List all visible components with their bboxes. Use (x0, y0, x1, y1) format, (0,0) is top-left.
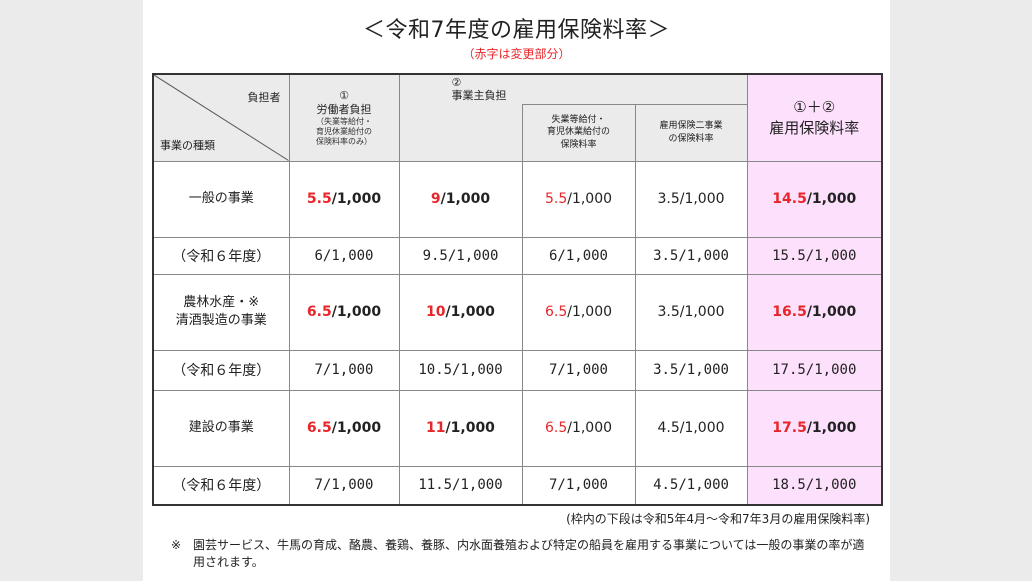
table-row: 建設の事業 6.5/1,000 11/1,000 6.5/1,000 4.5/1… (152, 389, 883, 467)
prev-two-projects-rate: 3.5/1,000 (634, 236, 748, 275)
total-label: 雇用保険料率 (769, 118, 860, 137)
prev-unemployment-rate: 7/1,000 (521, 349, 636, 391)
prev-worker-rate: 7/1,000 (288, 349, 400, 391)
worker-rate: 5.5/1,000 (288, 160, 400, 238)
table-row: 一般の事業 5.5/1,000 9/1,000 5.5/1,000 3.5/1,… (152, 160, 883, 238)
total-rate: 17.5/1,000 (746, 389, 883, 467)
category-cell: 建設の事業 (152, 389, 290, 467)
employer-num: ② (451, 75, 462, 89)
two-line-2: の保険料率 (668, 133, 714, 144)
prev-worker-rate: 6/1,000 (288, 236, 400, 275)
employer-label: 事業主負担 (451, 89, 507, 103)
unemp-line-1: 失業等給付・ (551, 115, 606, 126)
unemployment-rate: 5.5/1,000 (521, 160, 636, 238)
unemployment-header: 失業等給付・ 育児休業給付の 保険料率 (521, 103, 636, 162)
total-rate: 16.5/1,000 (746, 273, 883, 351)
employer-rate: 9/1,000 (398, 160, 523, 238)
diagonal-header-cell: 負担者 事業の種類 (152, 73, 290, 162)
table-row: 農林水産・※ 清酒製造の事業 6.5/1,000 10/1,000 6.5/1,… (152, 273, 883, 351)
prev-total-rate: 15.5/1,000 (746, 236, 883, 275)
two-projects-rate: 4.5/1,000 (634, 389, 748, 467)
employer-rate: 11/1,000 (398, 389, 523, 467)
prev-two-projects-rate: 4.5/1,000 (634, 465, 748, 506)
prev-total-rate: 18.5/1,000 (746, 465, 883, 506)
previous-year-label: （令和６年度） (152, 349, 290, 391)
employer-header: ② 事業主負担 (398, 73, 748, 104)
prev-two-projects-rate: 3.5/1,000 (634, 349, 748, 391)
prev-employer-rate: 10.5/1,000 (398, 349, 523, 391)
two-projects-rate: 3.5/1,000 (634, 160, 748, 238)
worker-note-2: 育児休業給付の (316, 126, 372, 136)
employer-sub-blank (398, 104, 523, 162)
total-rate: 14.5/1,000 (746, 160, 883, 238)
page-subtitle: （赤字は変更部分） (462, 47, 571, 61)
prev-employer-rate: 9.5/1,000 (398, 236, 523, 275)
rates-table: 負担者 事業の種類 ① 労働者負担 （失業等給付・ 育児休業給付の 保険料率のみ… (152, 73, 883, 506)
footnote-mark: ※ (171, 538, 182, 552)
prev-worker-rate: 7/1,000 (288, 465, 400, 506)
employer-rate: 10/1,000 (398, 273, 523, 351)
category-name: 建設の事業 (188, 420, 254, 436)
worker-header: ① 労働者負担 （失業等給付・ 育児休業給付の 保険料率のみ） (288, 73, 400, 162)
worker-rate: 6.5/1,000 (288, 273, 400, 351)
two-line-1: 雇用保険二事業 (659, 121, 723, 132)
category-cell: 農林水産・※ 清酒製造の事業 (152, 273, 290, 351)
header-row: 負担者 事業の種類 ① 労働者負担 （失業等給付・ 育児休業給付の 保険料率のみ… (152, 73, 883, 162)
category-name-line-2: 清酒製造の事業 (175, 313, 267, 328)
unemp-line-2: 育児休業給付の (546, 127, 610, 138)
two-projects-header: 雇用保険二事業 の保険料率 (634, 103, 748, 162)
diagonal-line (154, 75, 289, 161)
unemployment-rate: 6.5/1,000 (521, 273, 636, 351)
total-header: ①＋② 雇用保険料率 (746, 73, 883, 162)
worker-note-1: （失業等給付・ (316, 116, 372, 126)
category-cell: 一般の事業 (152, 160, 290, 238)
worker-note-3: 保険料率のみ） (316, 136, 372, 146)
burden-label: 負担者 (247, 91, 281, 104)
previous-year-label: （令和６年度） (152, 236, 290, 275)
prev-unemployment-rate: 6/1,000 (521, 236, 636, 275)
footnote: ※ 園芸サービス、牛馬の育成、酪農、養鶏、養豚、内水面養殖および特定の船員を雇用… (171, 537, 871, 571)
table-row-previous: （令和６年度） 7/1,000 11.5/1,000 7/1,000 4.5/1… (152, 465, 883, 506)
unemp-line-3: 保険料率 (560, 139, 597, 150)
unemployment-rate: 6.5/1,000 (521, 389, 636, 467)
category-label: 事業の種類 (160, 138, 215, 152)
slide: ＜令和7年度の雇用保険料率＞ （赤字は変更部分） 負担者 事業の種類 ① 労働者… (143, 0, 890, 581)
previous-year-label: （令和６年度） (152, 465, 290, 506)
period-note: (枠内の下段は令和5年4月～令和7年3月の雇用保険料率) (566, 512, 870, 526)
prev-employer-rate: 11.5/1,000 (398, 465, 523, 506)
worker-num: ① (339, 89, 349, 102)
prev-total-rate: 17.5/1,000 (746, 349, 883, 391)
table-row-previous: （令和６年度） 6/1,000 9.5/1,000 6/1,000 3.5/1,… (152, 236, 883, 275)
prev-unemployment-rate: 7/1,000 (521, 465, 636, 506)
category-name: 一般の事業 (188, 191, 254, 207)
page-title: ＜令和7年度の雇用保険料率＞ (363, 18, 670, 43)
worker-label: 労働者負担 (316, 102, 372, 116)
sub-header-row: 失業等給付・ 育児休業給付の 保険料率 雇用保険二事業 の保険料率 (153, 103, 882, 162)
two-projects-rate: 3.5/1,000 (634, 273, 748, 351)
category-name: 農林水産・※ (183, 295, 260, 311)
footnote-text: 園芸サービス、牛馬の育成、酪農、養鶏、養豚、内水面養殖および特定の船員を雇用する… (193, 538, 865, 569)
total-num: ①＋② (793, 97, 836, 116)
worker-rate: 6.5/1,000 (288, 389, 400, 467)
table-row-previous: （令和６年度） 7/1,000 10.5/1,000 7/1,000 3.5/1… (152, 349, 883, 391)
